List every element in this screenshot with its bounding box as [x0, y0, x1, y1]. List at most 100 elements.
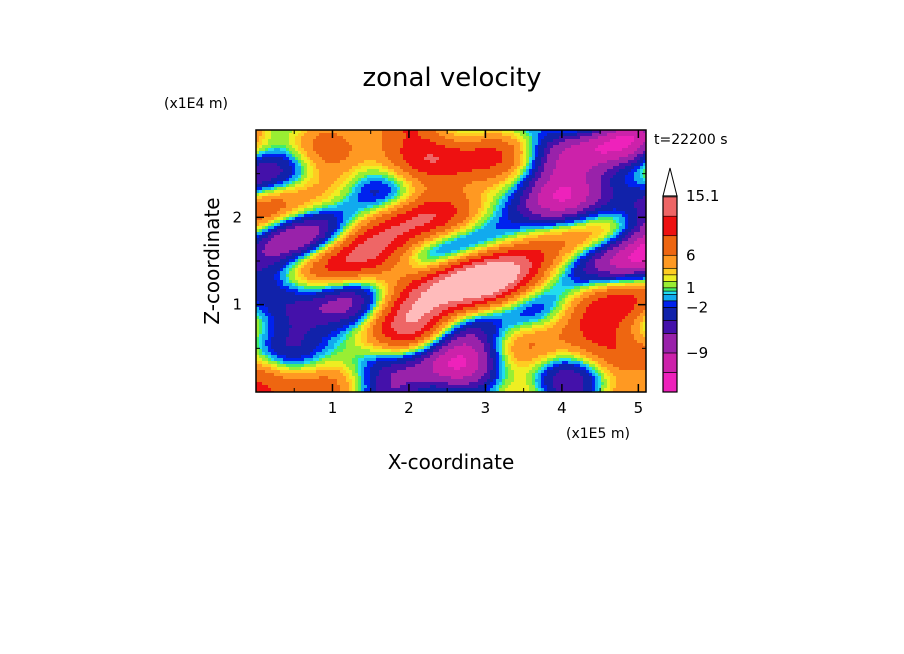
field-cell: [478, 364, 488, 368]
field-cell: [421, 295, 482, 299]
field-cell: [304, 364, 317, 368]
field-cell: [391, 373, 440, 377]
field-cell: [286, 271, 290, 275]
field-cell: [478, 367, 488, 371]
field-cell: [277, 181, 284, 185]
field-cell: [547, 370, 560, 374]
field-cell: [289, 181, 293, 185]
field-cell: [574, 274, 599, 278]
field-cell: [316, 247, 320, 251]
field-cell: [325, 247, 329, 251]
field-cell: [427, 250, 431, 254]
field-cell: [535, 295, 539, 299]
field-cell: [454, 331, 461, 335]
field-cell: [451, 322, 455, 326]
field-cell: [256, 226, 263, 230]
field-cell: [286, 148, 290, 152]
field-cell: [559, 271, 563, 275]
field-cell: [526, 157, 530, 161]
colorbar-segment: [662, 333, 678, 354]
field-cell: [274, 331, 290, 335]
field-cell: [376, 358, 398, 362]
field-cell: [439, 349, 449, 353]
field-cell: [550, 271, 557, 275]
field-cell: [535, 274, 545, 278]
colorbar-tick-label: −9: [686, 344, 708, 362]
field-cell: [538, 385, 542, 389]
field-cell: [295, 217, 302, 221]
field-cell: [517, 166, 521, 170]
field-cell: [286, 145, 293, 149]
field-cell: [283, 280, 287, 284]
field-cell: [526, 307, 545, 311]
field-cell: [601, 187, 614, 191]
field-cell: [412, 304, 440, 308]
field-cell: [367, 337, 377, 341]
field-cell: [364, 217, 368, 221]
field-cell: [487, 370, 491, 374]
field-cell: [496, 214, 503, 218]
field-cell: [433, 364, 449, 368]
field-cell: [346, 370, 353, 374]
field-cell: [544, 382, 554, 386]
field-cell: [532, 163, 536, 167]
field-cell: [508, 211, 521, 215]
field-cell: [301, 355, 314, 359]
field-cell: [310, 253, 314, 257]
field-cell: [469, 208, 479, 212]
field-cell: [256, 223, 260, 227]
field-cell: [499, 244, 515, 248]
field-cell: [523, 277, 533, 281]
field-cell: [355, 217, 359, 221]
field-cell: [601, 388, 605, 392]
field-cell: [592, 382, 596, 386]
field-cell: [514, 355, 539, 359]
field-cell: [301, 160, 305, 164]
field-cell: [538, 145, 548, 149]
field-cell: [607, 241, 611, 245]
field-cell: [274, 187, 278, 191]
field-cell: [442, 310, 455, 314]
field-cell: [403, 289, 413, 293]
field-cell: [313, 148, 353, 152]
field-cell: [424, 337, 431, 341]
field-cell: [415, 199, 470, 203]
field-cell: [604, 238, 608, 242]
field-cell: [544, 316, 548, 320]
field-cell: [556, 268, 560, 272]
field-cell: [589, 361, 596, 365]
field-cell: [304, 154, 308, 158]
field-cell: [364, 310, 368, 314]
field-cell: [487, 361, 494, 365]
field-cell: [367, 214, 374, 218]
field-cell: [505, 193, 512, 197]
field-cell: [361, 337, 368, 341]
field-cell: [397, 196, 401, 200]
field-cell: [433, 154, 503, 158]
field-cell: [502, 130, 515, 134]
field-cell: [550, 151, 563, 155]
field-cell: [454, 214, 470, 218]
field-cell: [637, 340, 647, 344]
field-cell: [277, 187, 287, 191]
field-cell: [304, 160, 311, 164]
field-cell: [634, 151, 644, 155]
field-cell: [601, 130, 617, 134]
field-cell: [625, 229, 632, 233]
field-cell: [436, 271, 449, 275]
field-cell: [472, 301, 488, 305]
field-cell: [541, 379, 545, 383]
field-cell: [289, 148, 296, 152]
field-cell: [523, 163, 527, 167]
field-cell: [472, 313, 479, 317]
field-cell: [457, 304, 476, 308]
field-cell: [526, 187, 533, 191]
field-cell: [631, 229, 641, 233]
field-cell: [295, 274, 299, 278]
field-cell: [499, 385, 503, 389]
field-cell: [406, 361, 422, 365]
field-cell: [259, 343, 263, 347]
field-cell: [256, 337, 260, 341]
field-cell: [337, 352, 404, 356]
field-cell: [256, 169, 284, 173]
